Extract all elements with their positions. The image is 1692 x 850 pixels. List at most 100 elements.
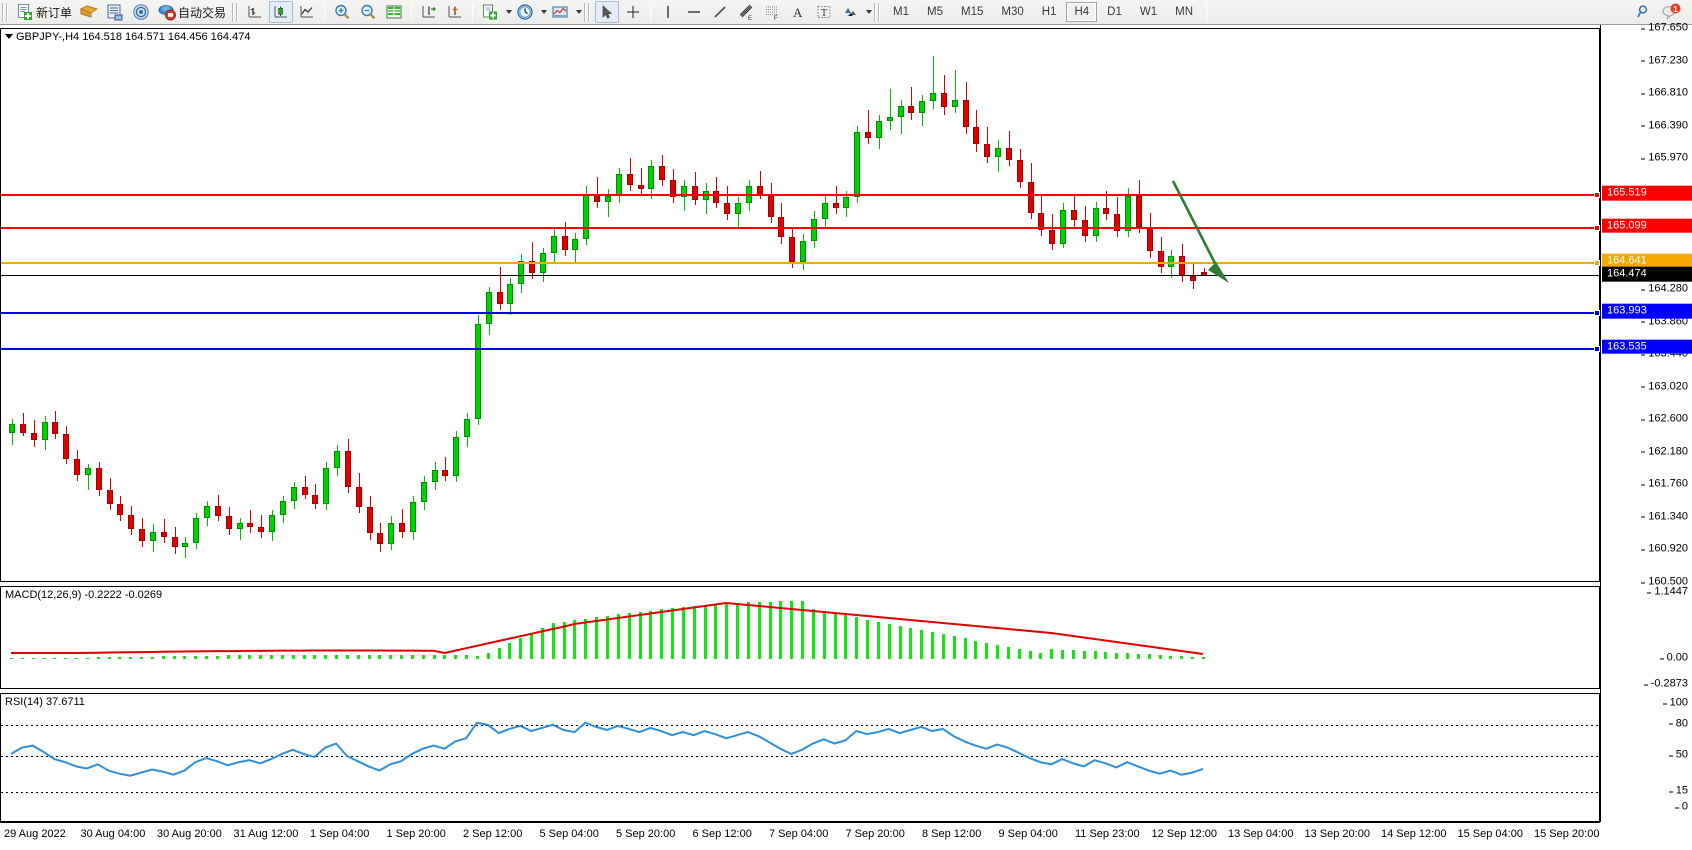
time-label: 15 Sep 04:00 bbox=[1457, 828, 1523, 840]
hline-icon[interactable] bbox=[682, 1, 706, 23]
macd-histogram-bar bbox=[335, 654, 339, 659]
price-badge-current-price[interactable]: 164.474 bbox=[1602, 266, 1692, 282]
period-icon[interactable] bbox=[513, 1, 537, 23]
rsi-level-line-50 bbox=[1, 756, 1599, 757]
text-icon[interactable]: A bbox=[786, 1, 810, 23]
macd-histogram-bar bbox=[31, 657, 35, 660]
candle-wick bbox=[499, 266, 501, 311]
line-chart-icon[interactable] bbox=[295, 1, 319, 23]
candle-body bbox=[930, 93, 937, 102]
timeframe-m30[interactable]: M30 bbox=[1001, 6, 1024, 18]
macd-histogram-bar bbox=[692, 606, 696, 659]
signals-icon[interactable] bbox=[129, 1, 153, 23]
price-level-line-3[interactable] bbox=[1, 260, 1600, 267]
price-level-line-1[interactable] bbox=[1, 192, 1600, 199]
market-watch-icon[interactable] bbox=[103, 1, 127, 23]
candle-body bbox=[789, 237, 796, 263]
macd-pane[interactable]: MACD(12,26,9) -0.2222 -0.0269 bbox=[0, 586, 1600, 689]
trend-arrow-annotation[interactable] bbox=[1, 29, 1599, 581]
macd-histogram-bar bbox=[64, 657, 68, 660]
macd-histogram-bar bbox=[10, 657, 13, 660]
objects-dropdown-caret[interactable] bbox=[866, 10, 873, 14]
candle-body bbox=[30, 432, 37, 440]
price-axis[interactable]: 167.650 167.230 166.810 166.390 165.970 164.2… bbox=[1600, 22, 1692, 822]
level-handle[interactable] bbox=[1594, 224, 1600, 231]
toolbar-grip-2[interactable] bbox=[232, 2, 240, 22]
toolbar-grip[interactable] bbox=[2, 2, 9, 22]
indicator-folder-icon[interactable] bbox=[77, 1, 101, 23]
chart-symbol-title[interactable]: GBPJPY-,H4 164.518 164.571 164.456 164.4… bbox=[5, 31, 250, 43]
cursor-icon[interactable] bbox=[595, 1, 620, 23]
price-badge-support-2[interactable]: 163.535 bbox=[1602, 339, 1692, 355]
timeframe-w1[interactable]: W1 bbox=[1139, 6, 1158, 18]
auto-scroll-icon[interactable] bbox=[443, 1, 467, 23]
macd-histogram-bar bbox=[150, 656, 154, 659]
macd-histogram-bar bbox=[226, 655, 230, 659]
time-label: 7 Sep 20:00 bbox=[845, 828, 905, 840]
candle-body bbox=[214, 505, 221, 517]
templates-icon[interactable] bbox=[478, 1, 502, 23]
candlestick-chart-icon[interactable] bbox=[269, 1, 294, 23]
price-badge-resistance-1[interactable]: 165.519 bbox=[1602, 185, 1692, 201]
templates-dropdown-caret[interactable] bbox=[506, 10, 513, 14]
level-handle[interactable] bbox=[1594, 192, 1600, 199]
timeframe-h4[interactable]: H4 bbox=[1066, 2, 1098, 22]
macd-histogram-bar bbox=[562, 621, 566, 659]
level-handle[interactable] bbox=[1594, 310, 1600, 317]
equidistant-channel-icon[interactable]: E bbox=[734, 1, 758, 23]
macd-histogram-bar bbox=[941, 634, 945, 659]
price-level-line-4[interactable] bbox=[1, 310, 1600, 317]
period-dropdown-caret[interactable] bbox=[541, 10, 548, 14]
macd-histogram-bar bbox=[963, 638, 967, 659]
zoom-in-icon[interactable] bbox=[330, 1, 354, 23]
fibonacci-icon[interactable]: F bbox=[760, 1, 784, 23]
time-label: 1 Sep 20:00 bbox=[386, 828, 446, 840]
macd-histogram-bar bbox=[486, 653, 490, 659]
timeframe-mn[interactable]: MN bbox=[1175, 6, 1193, 18]
timeframe-m5[interactable]: M5 bbox=[927, 6, 943, 18]
price-badge-pivot-line[interactable]: 164.641 bbox=[1602, 253, 1692, 269]
timeframe-h1[interactable]: H1 bbox=[1041, 6, 1057, 18]
timeframe-m15[interactable]: M15 bbox=[961, 6, 984, 18]
timeframe-m1[interactable]: M1 bbox=[893, 6, 910, 18]
price-level-line-5[interactable] bbox=[1, 345, 1600, 352]
time-axis[interactable]: 29 Aug 2022 30 Aug 04:00 30 Aug 20:00 31 Au… bbox=[0, 822, 1600, 850]
bar-chart-icon[interactable] bbox=[243, 1, 267, 23]
toolbar-separator-4 bbox=[650, 2, 652, 22]
auto-trading-icon[interactable]: 自动交易 bbox=[155, 1, 229, 23]
candle-body bbox=[984, 144, 991, 157]
price-badge-resistance-2[interactable]: 165.099 bbox=[1602, 218, 1692, 233]
candle-body bbox=[908, 105, 915, 114]
alerts-icon[interactable]: 1 bbox=[1658, 1, 1684, 23]
vline-icon[interactable] bbox=[656, 1, 680, 23]
price-badge-support-1[interactable]: 163.993 bbox=[1602, 304, 1692, 319]
candle-body bbox=[1005, 147, 1012, 160]
zoom-out-icon[interactable] bbox=[356, 1, 380, 23]
timeframe-d1[interactable]: D1 bbox=[1107, 6, 1122, 18]
time-label: 9 Sep 04:00 bbox=[998, 828, 1058, 840]
objects-icon[interactable] bbox=[838, 1, 862, 23]
text-label-icon[interactable]: T bbox=[812, 1, 836, 23]
new-order-icon[interactable]: 新订单 bbox=[13, 1, 75, 23]
toolbar-separator-3 bbox=[472, 2, 474, 22]
data-window-icon[interactable] bbox=[382, 1, 406, 23]
indicators-dropdown-caret[interactable] bbox=[576, 10, 583, 14]
toolbar-grip-3[interactable] bbox=[584, 2, 592, 22]
macd-histogram-bar bbox=[638, 611, 642, 659]
indicators-icon[interactable] bbox=[548, 1, 572, 23]
price-level-line-2[interactable] bbox=[1, 224, 1600, 231]
chart-shift-icon[interactable] bbox=[417, 1, 441, 23]
chevron-down-icon[interactable] bbox=[5, 34, 13, 39]
level-handle[interactable] bbox=[1594, 260, 1600, 267]
chart-container[interactable]: GBPJPY-,H4 164.518 164.571 164.456 164.4… bbox=[0, 22, 1692, 850]
crosshair-icon[interactable] bbox=[621, 1, 645, 23]
price-tick-label: 161.340 bbox=[1641, 510, 1688, 523]
search-icon[interactable] bbox=[1632, 1, 1656, 23]
toolbar-grip-4[interactable] bbox=[874, 2, 882, 22]
trendline-icon[interactable] bbox=[708, 1, 732, 23]
level-handle[interactable] bbox=[1594, 345, 1600, 352]
candle-body bbox=[95, 468, 102, 490]
rsi-pane[interactable]: RSI(14) 37.6711 bbox=[0, 693, 1600, 822]
candle-body bbox=[269, 514, 276, 532]
price-pane[interactable]: GBPJPY-,H4 164.518 164.571 164.456 164.4… bbox=[0, 28, 1600, 582]
